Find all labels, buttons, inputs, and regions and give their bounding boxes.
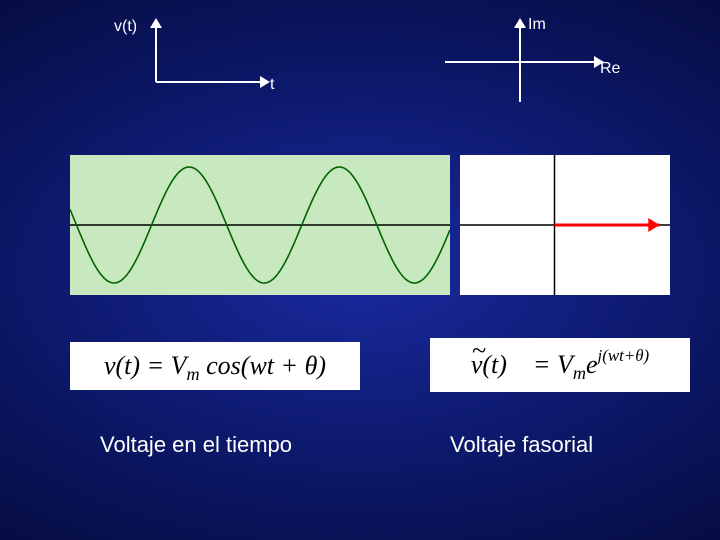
axes-right	[0, 0, 1, 1]
axes-right-x-label: Re	[600, 60, 620, 78]
formula-left-sub: m	[187, 364, 200, 384]
formula-right-e: e	[586, 350, 598, 379]
axes-left-y-label: v(t)	[114, 18, 137, 36]
axes-left-x-label: t	[270, 76, 274, 94]
caption-time-domain: Voltaje en el tiempo	[100, 432, 292, 458]
formula-right-lhs-rest: (t) = V	[482, 350, 572, 379]
formula-left-lhs: v(t) = V	[104, 351, 187, 380]
sine-plot	[70, 155, 450, 295]
formula-time-domain: v(t) = Vm cos(wt + θ)	[70, 342, 360, 390]
formula-right-exp: j(wt+θ)	[598, 346, 650, 365]
phasor-plot	[460, 155, 670, 295]
formula-left-mid: cos(wt + θ)	[200, 351, 326, 380]
formula-right-sub: m	[573, 363, 586, 383]
formula-phasor-domain: ~v(t) = Vmej(wt+θ)	[430, 338, 690, 392]
axes-right-y-label: Im	[528, 16, 546, 34]
caption-phasor-domain: Voltaje fasorial	[450, 432, 593, 458]
